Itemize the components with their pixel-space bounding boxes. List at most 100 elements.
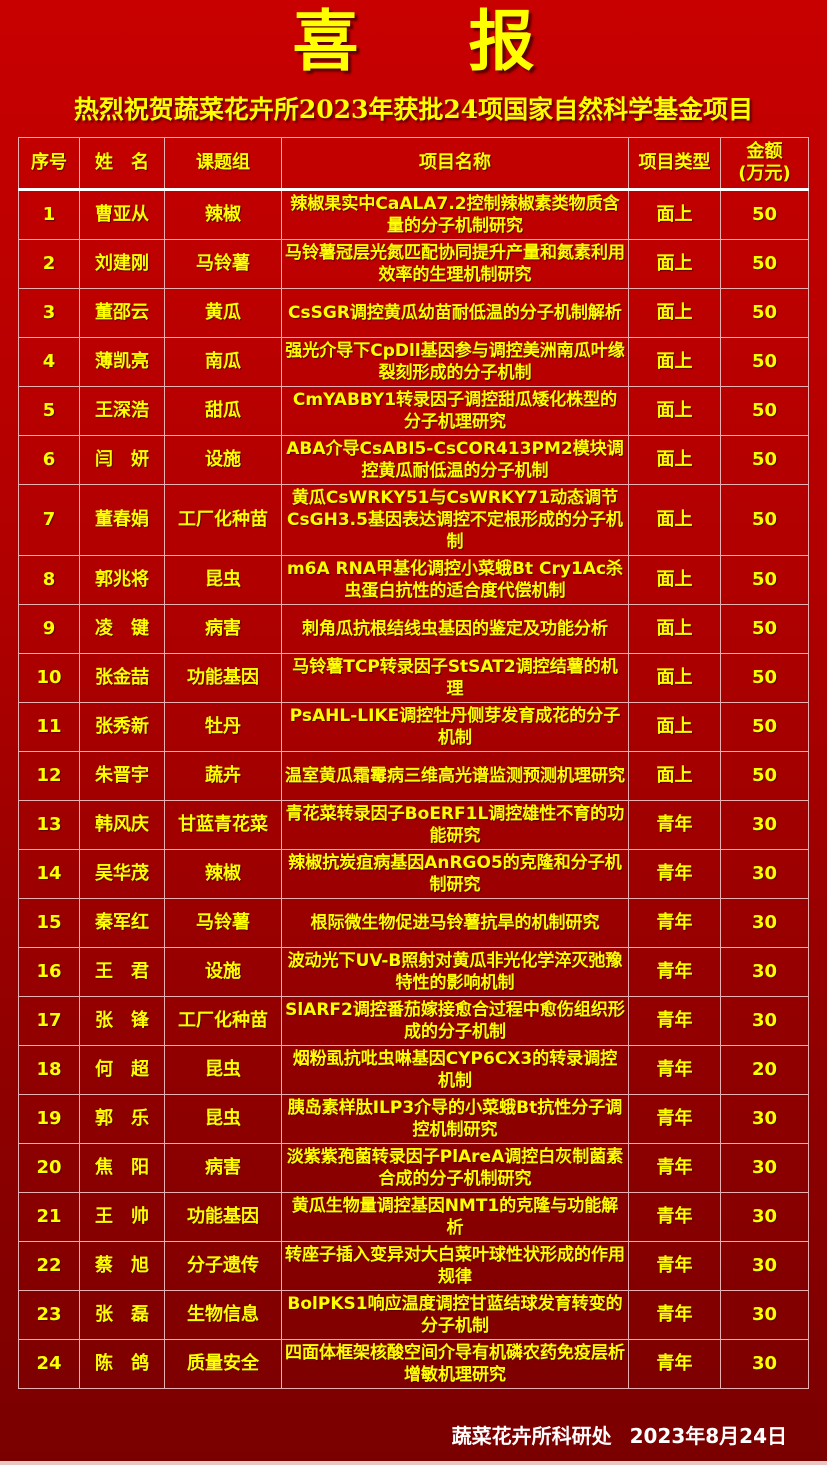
cell-amount: 30 bbox=[720, 1290, 809, 1340]
cell-group: 马铃薯 bbox=[164, 239, 282, 289]
cell-index: 17 bbox=[18, 996, 80, 1046]
table-row: 8 郭兆将 昆虫 m6A RNA甲基化调控小菜蛾Bt Cry1Ac杀虫蛋白抗性的适合度… bbox=[18, 555, 809, 605]
cell-group: 黄瓜 bbox=[164, 288, 282, 338]
table-row: 17 张 锋工厂化种苗 SlARF2调控番茄嫁接愈合过程中愈伤组织形成的分子机制 青年… bbox=[18, 996, 809, 1046]
cell-amount: 50 bbox=[720, 288, 809, 338]
cell-index: 19 bbox=[18, 1094, 80, 1144]
projects-table: 序号姓 名课题组 项目名称 项目类型 金额 (万元) 1 曹亚从 辣椒 辣椒果实中CaALA… bbox=[18, 137, 809, 1389]
cell-group: 设施 bbox=[164, 435, 282, 485]
cell-index: 14 bbox=[18, 849, 80, 899]
cell-name: 张秀新 bbox=[79, 702, 165, 752]
cell-name: 王深浩 bbox=[79, 386, 165, 436]
cell-project-type: 青年 bbox=[628, 800, 721, 850]
header-amount: 金额 (万元) bbox=[720, 137, 809, 191]
cell-project-type: 青年 bbox=[628, 1339, 721, 1389]
cell-project-title: 烟粉虱抗吡虫啉基因CYP6CX3的转录调控机制 bbox=[281, 1045, 629, 1095]
cell-project-title: 波动光下UV-B照射对黄瓜非光化学淬灭弛豫特性的影响机制 bbox=[281, 947, 629, 997]
table-row: 14 吴华茂 辣椒 辣椒抗炭疽病基因AnRGO5的克隆和分子机制研究 青年 30 bbox=[18, 849, 809, 899]
cell-name: 董邵云 bbox=[79, 288, 165, 338]
table-row: 23 张 磊生物信息 BolPKS1响应温度调控甘蓝结球发育转变的分子机制 青年 30 bbox=[18, 1290, 809, 1340]
cell-amount: 50 bbox=[720, 386, 809, 436]
cell-name: 郭兆将 bbox=[79, 555, 165, 605]
cell-name: 朱晋宇 bbox=[79, 751, 165, 801]
cell-group: 病害 bbox=[164, 1143, 282, 1193]
cell-name: 韩风庆 bbox=[79, 800, 165, 850]
table-row: 21 王 帅功能基因 黄瓜生物量调控基因NMT1的克隆与功能解析 青年 30 bbox=[18, 1192, 809, 1242]
cell-index: 6 bbox=[18, 435, 80, 485]
cell-index: 2 bbox=[18, 239, 80, 289]
cell-index: 12 bbox=[18, 751, 80, 801]
cell-amount: 30 bbox=[720, 1339, 809, 1389]
cell-project-type: 面上 bbox=[628, 288, 721, 338]
cell-group: 设施 bbox=[164, 947, 282, 997]
cell-project-type: 面上 bbox=[628, 751, 721, 801]
cell-project-title: 强光介导下CpDll基因参与调控美洲南瓜叶缘裂刻形成的分子机制 bbox=[281, 337, 629, 387]
cell-project-type: 面上 bbox=[628, 604, 721, 654]
cell-project-title: 四面体框架核酸空间介导有机磷农药免疫层析增敏机理研究 bbox=[281, 1339, 629, 1389]
cell-amount: 20 bbox=[720, 1045, 809, 1095]
cell-project-title: 辣椒果实中CaALA7.2控制辣椒素类物质含量的分子机制研究 bbox=[281, 189, 629, 240]
cell-project-title: 胰岛素样肽ILP3介导的小菜蛾Bt抗性分子调控机制研究 bbox=[281, 1094, 629, 1144]
cell-amount: 30 bbox=[720, 800, 809, 850]
cell-project-type: 青年 bbox=[628, 1094, 721, 1144]
cell-project-title: 马铃薯冠层光氮匹配协同提升产量和氮素利用效率的生理机制研究 bbox=[281, 239, 629, 289]
footer-org: 蔬菜花卉所科研处 bbox=[451, 1424, 612, 1448]
cell-index: 20 bbox=[18, 1143, 80, 1193]
footer: 蔬菜花卉所科研处 2023年8月24日 bbox=[434, 1420, 787, 1449]
cell-amount: 30 bbox=[720, 1241, 809, 1291]
table-row: 2 刘建刚 马铃薯 马铃薯冠层光氮匹配协同提升产量和氮素利用效率的生理机制研究 面上 50 bbox=[18, 239, 809, 289]
cell-project-type: 面上 bbox=[628, 653, 721, 703]
cell-project-type: 面上 bbox=[628, 239, 721, 289]
cell-project-title: CmYABBY1转录因子调控甜瓜矮化株型的分子机理研究 bbox=[281, 386, 629, 436]
table-row: 7 董春娟 工厂化种苗 黄瓜CsWRKY51与CsWRKY71动态调节CsGH3.5基… bbox=[18, 484, 809, 556]
cell-project-type: 青年 bbox=[628, 1143, 721, 1193]
cell-index: 21 bbox=[18, 1192, 80, 1242]
table-row: 11 张秀新 牡丹 PsAHL-LIKE调控牡丹侧芽发育成花的分子机制 面上 50 bbox=[18, 702, 809, 752]
cell-group: 昆虫 bbox=[164, 1045, 282, 1095]
cell-amount: 50 bbox=[720, 702, 809, 752]
cell-project-title: 温室黄瓜霜霉病三维高光谱监测预测机理研究 bbox=[281, 751, 629, 801]
cell-project-title: CsSGR调控黄瓜幼苗耐低温的分子机制解析 bbox=[281, 288, 629, 338]
cell-project-type: 面上 bbox=[628, 386, 721, 436]
cell-index: 15 bbox=[18, 898, 80, 948]
cell-index: 24 bbox=[18, 1339, 80, 1389]
cell-project-title: m6A RNA甲基化调控小菜蛾Bt Cry1Ac杀虫蛋白抗性的适合度代偿机制 bbox=[281, 555, 629, 605]
cell-group: 功能基因 bbox=[164, 653, 282, 703]
cell-project-title: 黄瓜生物量调控基因NMT1的克隆与功能解析 bbox=[281, 1192, 629, 1242]
page-title: 喜报 bbox=[292, 3, 645, 80]
cell-project-type: 面上 bbox=[628, 435, 721, 485]
cell-group: 工厂化种苗 bbox=[164, 484, 282, 556]
table-row: 15 秦军红 马铃薯 根际微生物促进马铃薯抗旱的机制研究 青年 30 bbox=[18, 898, 809, 948]
cell-group: 辣椒 bbox=[164, 189, 282, 240]
bottom-strip bbox=[0, 1461, 827, 1465]
cell-project-title: SlARF2调控番茄嫁接愈合过程中愈伤组织形成的分子机制 bbox=[281, 996, 629, 1046]
cell-name: 王 帅 bbox=[79, 1192, 165, 1242]
cell-amount: 50 bbox=[720, 604, 809, 654]
table-row: 12 朱晋宇 蔬卉 温室黄瓜霜霉病三维高光谱监测预测机理研究 面上 50 bbox=[18, 751, 809, 801]
cell-group: 昆虫 bbox=[164, 1094, 282, 1144]
cell-name: 薄凯亮 bbox=[79, 337, 165, 387]
cell-name: 秦军红 bbox=[79, 898, 165, 948]
cell-name: 何 超 bbox=[79, 1045, 165, 1095]
cell-group: 牡丹 bbox=[164, 702, 282, 752]
cell-amount: 30 bbox=[720, 1192, 809, 1242]
cell-project-title: PsAHL-LIKE调控牡丹侧芽发育成花的分子机制 bbox=[281, 702, 629, 752]
cell-project-title: 根际微生物促进马铃薯抗旱的机制研究 bbox=[281, 898, 629, 948]
table-row: 22 蔡 旭分子遗传 转座子插入变异对大白菜叶球性状形成的作用规律 青年 30 bbox=[18, 1241, 809, 1291]
cell-index: 10 bbox=[18, 653, 80, 703]
cell-amount: 50 bbox=[720, 337, 809, 387]
cell-group: 昆虫 bbox=[164, 555, 282, 605]
cell-group: 病害 bbox=[164, 604, 282, 654]
cell-index: 16 bbox=[18, 947, 80, 997]
cell-project-type: 青年 bbox=[628, 1241, 721, 1291]
cell-group: 蔬卉 bbox=[164, 751, 282, 801]
cell-name: 张 磊 bbox=[79, 1290, 165, 1340]
table-row: 1 曹亚从 辣椒 辣椒果实中CaALA7.2控制辣椒素类物质含量的分子机制研究 面上 50 bbox=[18, 189, 809, 240]
cell-name: 张金喆 bbox=[79, 653, 165, 703]
cell-group: 分子遗传 bbox=[164, 1241, 282, 1291]
cell-project-type: 青年 bbox=[628, 849, 721, 899]
cell-project-title: BolPKS1响应温度调控甘蓝结球发育转变的分子机制 bbox=[281, 1290, 629, 1340]
cell-index: 18 bbox=[18, 1045, 80, 1095]
